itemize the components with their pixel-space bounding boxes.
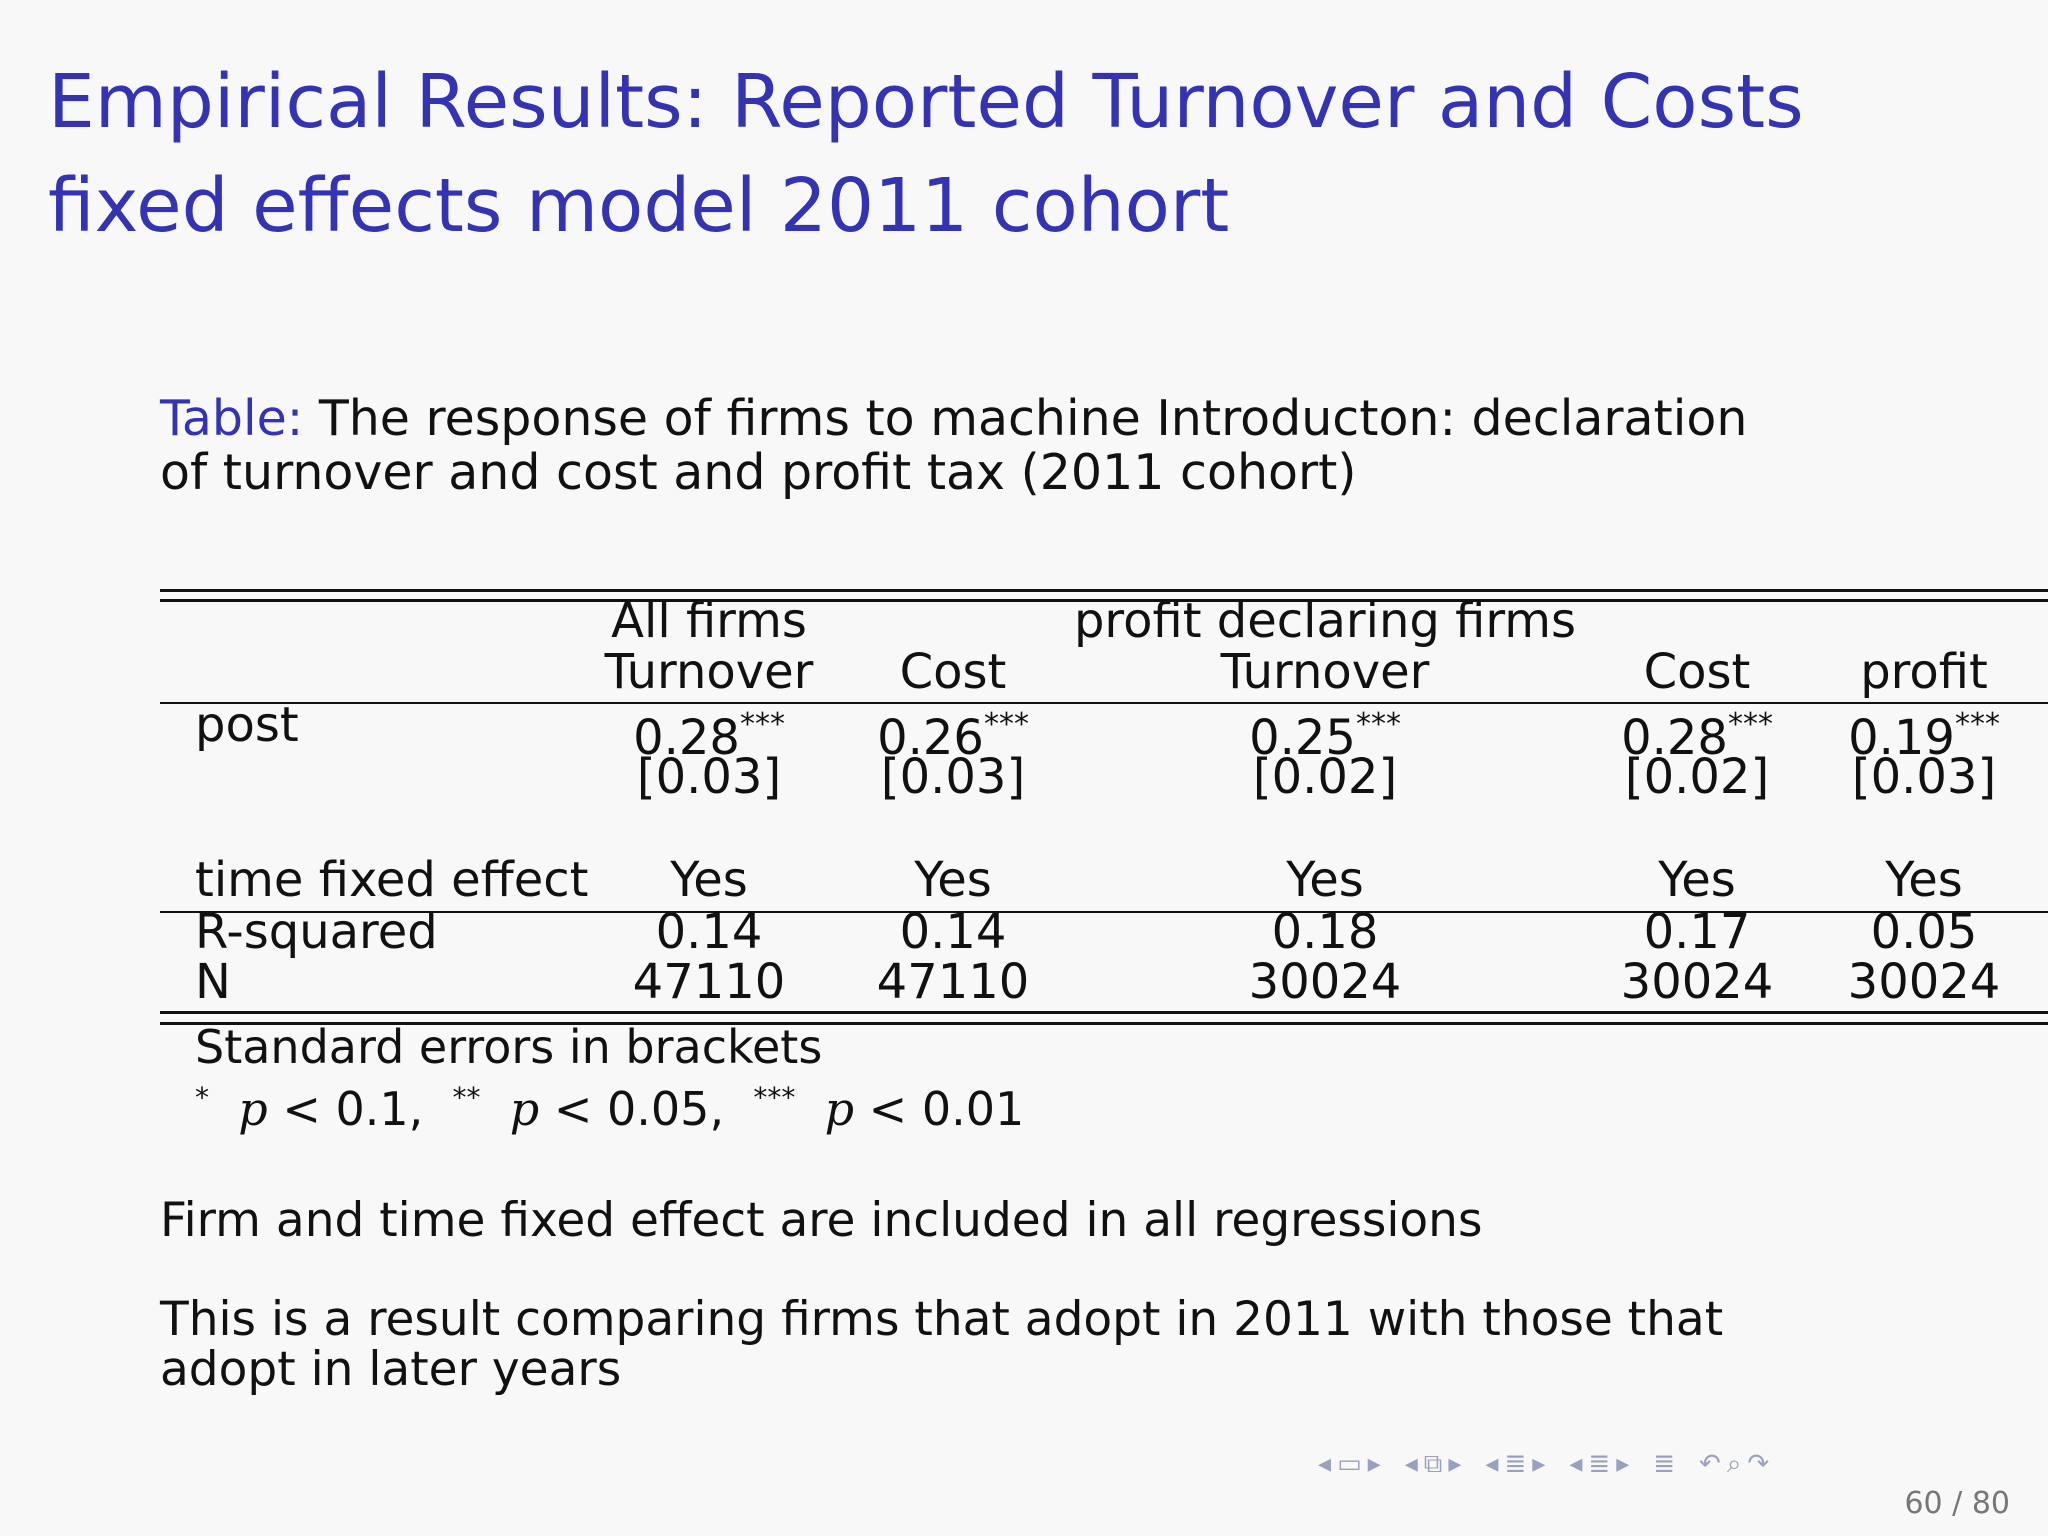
coef-cell: 0.19*** bbox=[1848, 707, 2000, 766]
table-note-se: Standard errors in brackets bbox=[195, 1020, 823, 1074]
paragraph-fixed-effects: Firm and time fixed effect are included … bbox=[160, 1193, 1483, 1248]
n-cell: 30024 bbox=[1620, 954, 1774, 1010]
nav-forward-icon[interactable]: ↷ bbox=[1747, 1449, 1770, 1479]
n-cell: 47110 bbox=[632, 954, 786, 1010]
coef-cell: 0.25*** bbox=[1249, 707, 1401, 766]
beamer-navigation: ◂ ▭ ▸ ◂ ⧉ ▸ ◂ ≣ ▸ ◂ ≣ ▸ ≣ ↶ ⌕ ↷ bbox=[1318, 1446, 1783, 1482]
nav-outline-icon[interactable]: ≣ bbox=[1653, 1449, 1676, 1479]
nav-frame-prev-icon[interactable]: ◂ bbox=[1318, 1449, 1332, 1479]
nav-doc-next-icon[interactable]: ▸ bbox=[1616, 1449, 1630, 1479]
col-header: profit bbox=[1860, 644, 1988, 700]
se-cell: [0.02] bbox=[1624, 749, 1770, 805]
nav-section-prev-icon[interactable]: ◂ bbox=[1485, 1449, 1499, 1479]
r2-cell: 0.14 bbox=[899, 904, 1007, 960]
table-top-rule-1 bbox=[160, 589, 2048, 592]
n-cell: 30024 bbox=[1248, 954, 1402, 1010]
nav-back-icon[interactable]: ↶ bbox=[1699, 1449, 1721, 1479]
col-header: Turnover bbox=[604, 644, 814, 700]
header-rule bbox=[160, 702, 2048, 704]
nav-section-next-icon[interactable]: ▸ bbox=[1532, 1449, 1546, 1479]
nav-doc-prev-icon[interactable]: ◂ bbox=[1569, 1449, 1583, 1479]
se-cell: [0.03] bbox=[1851, 749, 1997, 805]
coef-cell: 0.26*** bbox=[877, 707, 1029, 766]
nav-frame-next-icon[interactable]: ▸ bbox=[1367, 1449, 1381, 1479]
coef-cell: 0.28*** bbox=[633, 707, 785, 766]
row-label-r-squared: R-squared bbox=[195, 904, 438, 960]
fe-cell: Yes bbox=[1658, 852, 1736, 908]
paragraph-comparison: This is a result comparing firms that ad… bbox=[160, 1292, 1724, 1397]
row-label-time-fe: time fixed effect bbox=[195, 852, 589, 908]
r2-cell: 0.18 bbox=[1271, 904, 1379, 960]
nav-search-icon[interactable]: ⌕ bbox=[1726, 1448, 1742, 1479]
r2-cell: 0.17 bbox=[1643, 904, 1751, 960]
caption-text: The response of firms to machine Introdu… bbox=[160, 390, 1748, 501]
se-cell: [0.03] bbox=[880, 749, 1026, 805]
table-note-significance: * p < 0.1, ** p < 0.05, *** p < 0.01 bbox=[195, 1081, 1025, 1136]
nav-subsection-prev-icon[interactable]: ◂ bbox=[1404, 1449, 1418, 1479]
significance-stars: *** bbox=[1727, 707, 1773, 742]
table-bottom-rule-1 bbox=[160, 1011, 2048, 1014]
se-cell: [0.02] bbox=[1252, 749, 1398, 805]
fe-cell: Yes bbox=[670, 852, 748, 908]
nav-doc-icon[interactable]: ≣ bbox=[1588, 1449, 1611, 1479]
row-label-n: N bbox=[195, 954, 231, 1010]
col-header: Cost bbox=[899, 644, 1007, 700]
significance-stars: *** bbox=[1954, 707, 2000, 742]
nav-frame-icon[interactable]: ▭ bbox=[1337, 1449, 1362, 1479]
caption-label: Table: bbox=[160, 390, 304, 447]
table-bottom-rule-2 bbox=[160, 1022, 2048, 1025]
coef-cell: 0.28*** bbox=[1621, 707, 1773, 766]
nav-subsection-next-icon[interactable]: ▸ bbox=[1448, 1449, 1462, 1479]
col-header: Cost bbox=[1643, 644, 1751, 700]
row-label-post: post bbox=[195, 697, 299, 753]
nav-section-icon[interactable]: ≣ bbox=[1504, 1449, 1527, 1479]
nav-subsection-icon[interactable]: ⧉ bbox=[1423, 1448, 1443, 1479]
n-cell: 30024 bbox=[1847, 954, 2001, 1010]
se-cell: [0.03] bbox=[636, 749, 782, 805]
group-header-all-firms: All firms bbox=[611, 593, 807, 649]
significance-stars: *** bbox=[739, 707, 785, 742]
significance-stars: *** bbox=[1355, 707, 1401, 742]
slide-title: Empirical Results: Reported Turnover and… bbox=[48, 59, 1804, 249]
table-caption: Table: The response of firms to machine … bbox=[160, 392, 1800, 500]
fe-cell: Yes bbox=[914, 852, 992, 908]
r2-cell: 0.05 bbox=[1870, 904, 1978, 960]
significance-stars: *** bbox=[983, 707, 1029, 742]
col-header: Turnover bbox=[1220, 644, 1430, 700]
fe-rule bbox=[160, 911, 2048, 913]
fe-cell: Yes bbox=[1885, 852, 1963, 908]
fe-cell: Yes bbox=[1286, 852, 1364, 908]
r2-cell: 0.14 bbox=[655, 904, 763, 960]
table-top-rule-2 bbox=[160, 599, 2048, 602]
page-number: 60 / 80 bbox=[1904, 1486, 2010, 1521]
n-cell: 47110 bbox=[876, 954, 1030, 1010]
group-header-profit-declaring: profit declaring firms bbox=[1073, 593, 1577, 649]
